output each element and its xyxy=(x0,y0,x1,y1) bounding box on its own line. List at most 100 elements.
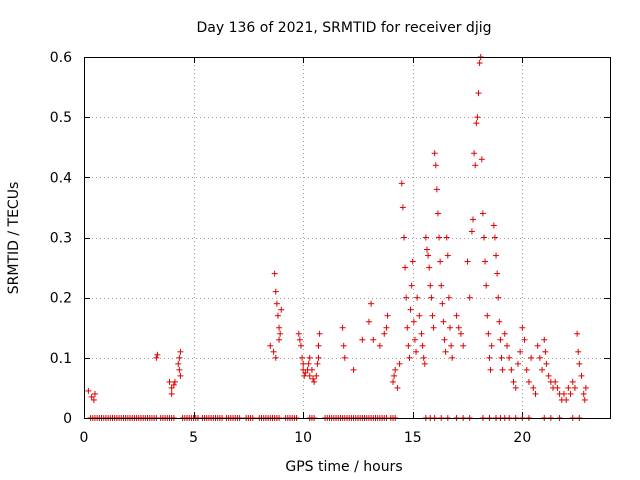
data-point xyxy=(418,330,425,337)
data-point xyxy=(491,234,498,241)
data-point xyxy=(470,216,477,223)
data-point xyxy=(276,336,283,343)
data-point xyxy=(305,360,312,367)
data-point xyxy=(273,300,280,307)
data-point xyxy=(390,378,397,385)
data-point xyxy=(414,294,421,301)
data-point xyxy=(485,330,492,337)
data-point xyxy=(270,348,277,355)
data-point xyxy=(519,324,526,331)
data-point xyxy=(574,330,581,337)
data-point xyxy=(272,288,279,295)
data-point xyxy=(539,366,546,373)
data-point xyxy=(391,372,398,379)
data-point xyxy=(444,252,451,259)
plot-frame xyxy=(84,57,611,419)
data-point xyxy=(542,348,549,355)
data-point xyxy=(530,384,537,391)
data-point xyxy=(316,330,323,337)
data-point xyxy=(473,120,480,127)
x-axis-label: GPS time / hours xyxy=(285,459,402,475)
data-point xyxy=(406,354,413,361)
y-tick-label: 0.6 xyxy=(50,50,72,66)
data-point xyxy=(340,342,347,349)
grid-lines xyxy=(84,57,610,418)
data-point xyxy=(166,378,173,385)
data-point xyxy=(153,354,160,361)
data-point xyxy=(431,150,438,157)
data-point xyxy=(302,369,309,376)
x-tick-label: 0 xyxy=(80,430,89,446)
x-tick-label: 15 xyxy=(404,430,422,446)
data-point xyxy=(177,348,184,355)
data-point xyxy=(536,354,543,361)
data-point xyxy=(534,342,541,349)
data-point xyxy=(476,60,483,67)
data-point xyxy=(301,372,308,379)
data-point xyxy=(472,162,479,169)
data-point xyxy=(313,372,320,379)
data-point xyxy=(571,384,578,391)
data-point xyxy=(560,390,567,397)
data-point xyxy=(565,384,572,391)
data-point xyxy=(506,354,513,361)
data-point xyxy=(168,390,175,397)
data-point xyxy=(168,384,175,391)
data-point xyxy=(580,390,587,397)
data-point xyxy=(315,354,322,361)
data-points xyxy=(85,54,589,421)
y-tick-label: 0 xyxy=(63,411,72,427)
data-point xyxy=(576,360,583,367)
data-point xyxy=(422,234,429,241)
chart-title: Day 136 of 2021, SRMTID for receiver dji… xyxy=(197,20,492,36)
data-point xyxy=(484,312,491,319)
data-point xyxy=(475,90,482,97)
data-point xyxy=(370,336,377,343)
data-point xyxy=(575,348,582,355)
data-point xyxy=(582,384,589,391)
data-point xyxy=(403,294,410,301)
data-point xyxy=(426,264,433,271)
data-point xyxy=(170,381,177,388)
data-point xyxy=(383,324,390,331)
data-point xyxy=(453,312,460,319)
data-point xyxy=(569,378,576,385)
data-point xyxy=(478,156,485,163)
data-point xyxy=(299,354,306,361)
data-point xyxy=(501,330,508,337)
data-point xyxy=(487,366,494,373)
data-point xyxy=(434,210,441,217)
data-point xyxy=(423,246,430,253)
data-point xyxy=(368,300,375,307)
data-point xyxy=(466,294,473,301)
data-point xyxy=(440,318,447,325)
data-point xyxy=(483,282,490,289)
data-point xyxy=(563,396,570,403)
y-tick-labels: 0 0.1 0.2 0.3 0.4 0.5 0.6 xyxy=(50,50,72,427)
data-point xyxy=(315,342,322,349)
data-point xyxy=(517,348,524,355)
data-point xyxy=(176,366,183,373)
data-point xyxy=(384,312,391,319)
data-point xyxy=(177,372,184,379)
data-point xyxy=(416,312,423,319)
data-point xyxy=(543,360,550,367)
data-point xyxy=(567,390,574,397)
data-point xyxy=(471,150,478,157)
data-point xyxy=(432,162,439,169)
data-point xyxy=(278,306,285,313)
data-point xyxy=(442,348,449,355)
data-point xyxy=(494,270,501,277)
data-point xyxy=(394,384,401,391)
data-point xyxy=(525,378,532,385)
data-point xyxy=(578,372,585,379)
x-tick-label: 10 xyxy=(294,430,312,446)
data-point xyxy=(90,396,97,403)
data-point xyxy=(433,186,440,193)
data-point xyxy=(480,234,487,241)
data-point xyxy=(447,324,454,331)
data-point xyxy=(439,300,446,307)
data-point xyxy=(482,258,489,265)
y-tick-label: 0.3 xyxy=(50,231,72,247)
data-point xyxy=(341,354,348,361)
